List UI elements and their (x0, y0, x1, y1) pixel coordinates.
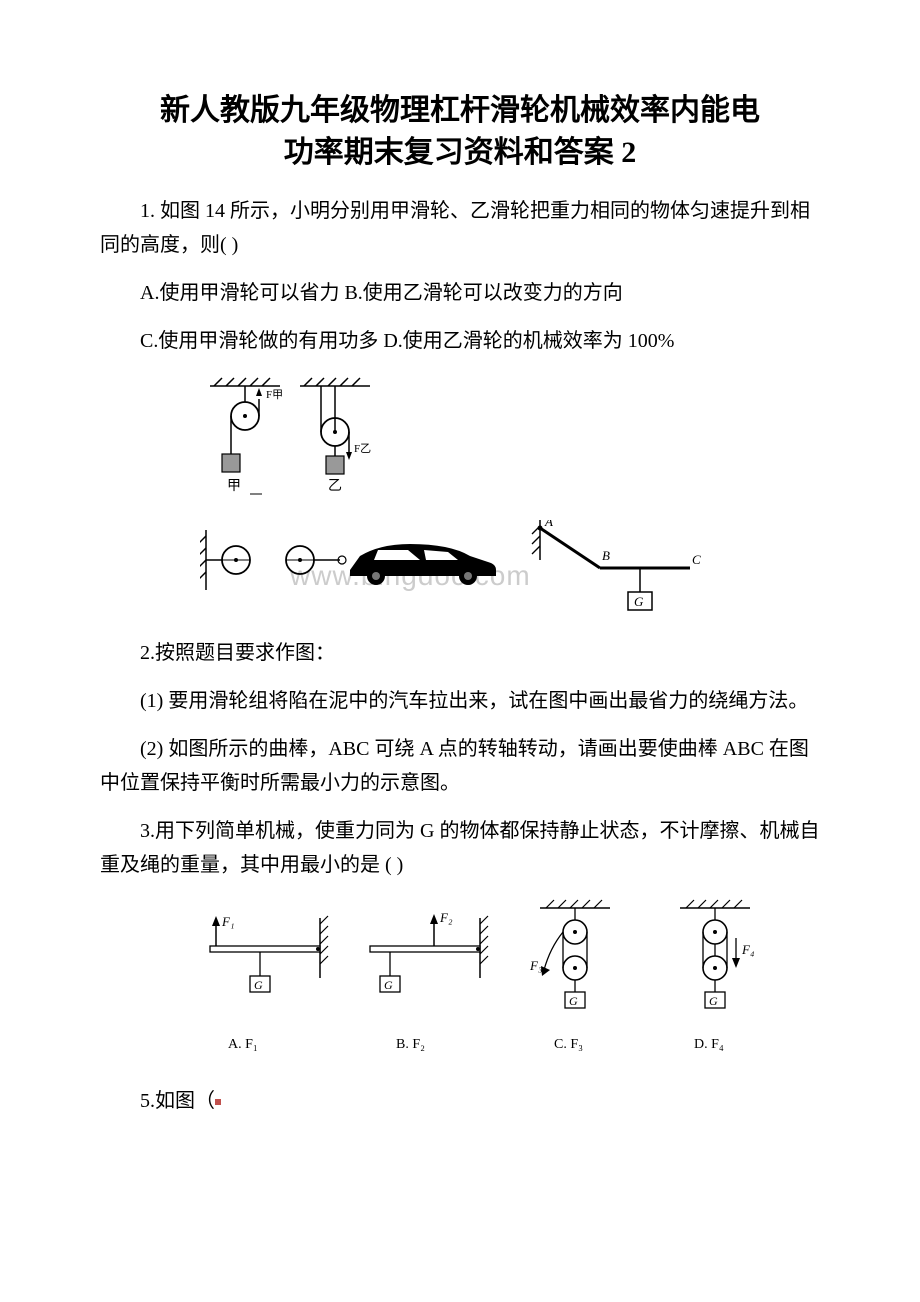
q5-stem: 5.如图（ (100, 1084, 820, 1118)
label-f-jia: F甲 (266, 389, 283, 401)
document-title: 新人教版九年级物理杠杆滑轮机械效率内能电 功率期末复习资料和答案 2 (100, 90, 820, 174)
title-line-2: 功率期末复习资料和答案 2 (100, 132, 820, 174)
label-G-C: G (569, 994, 578, 1008)
q1-figure: F甲 甲 F乙 乙 (200, 374, 820, 504)
label-F2: F₂ (439, 910, 453, 925)
opt-D-label: D. F₄ (694, 1037, 724, 1052)
label-G-A: G (254, 978, 263, 992)
label-F3: F₃ (529, 958, 542, 973)
opt-C-label: C. F₃ (554, 1037, 583, 1052)
label-F4: F₄ (741, 942, 755, 957)
label-B: B (602, 548, 610, 563)
q3-stem: 3.用下列简单机械，使重力同为 G 的物体都保持静止状态，不计摩擦、机械自重及绳… (100, 814, 820, 882)
label-C: C (692, 552, 701, 567)
label-A: A (544, 520, 553, 529)
label-G-rod: G (634, 594, 644, 609)
q1-options-cd: C.使用甲滑轮做的有用功多 D.使用乙滑轮的机械效率为 100% (100, 324, 820, 358)
q2-figure-row: www.bingdoc.com (200, 520, 820, 620)
opt-B-label: B. F₂ (396, 1037, 425, 1052)
label-yi: 乙 (328, 478, 342, 494)
q3-figure: F₁ G A. F₁ F₂ G (200, 898, 820, 1068)
red-dot-icon (215, 1099, 221, 1105)
label-G-D: G (709, 994, 718, 1008)
title-line-1: 新人教版九年级物理杠杆滑轮机械效率内能电 (100, 90, 820, 132)
label-F1: F₁ (221, 914, 234, 929)
q1-stem: 1. 如图 14 所示，小明分别用甲滑轮、乙滑轮把重力相同的物体匀速提升到相同的… (100, 194, 820, 262)
q2-part2: (2) 如图所示的曲棒，ABC 可绕 A 点的转轴转动，请画出要使曲棒 ABC … (100, 732, 820, 800)
q1-options-ab: A.使用甲滑轮可以省力 B.使用乙滑轮可以改变力的方向 (100, 276, 820, 310)
q5-prefix: 5.如图（ (140, 1090, 215, 1112)
label-jia: 甲 (227, 479, 241, 494)
opt-A-label: A. F₁ (228, 1037, 258, 1052)
q2-stem: 2.按照题目要求作图： (100, 636, 820, 670)
label-G-B: G (384, 978, 393, 992)
label-f-yi: F乙 (354, 442, 371, 455)
q2-part1: (1) 要用滑轮组将陷在泥中的汽车拉出来，试在图中画出最省力的绕绳方法。 (100, 684, 820, 718)
